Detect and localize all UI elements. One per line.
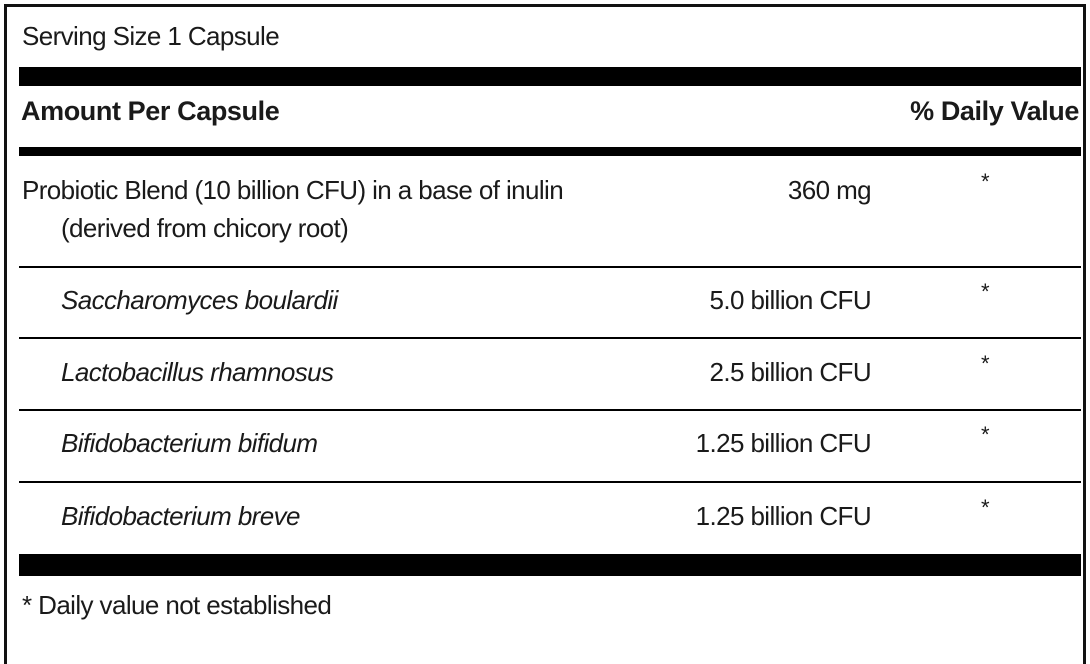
ingredient-amount: 2.5 billion CFU [709, 357, 871, 387]
ingredient-name: Saccharomyces boulardii [61, 285, 338, 315]
ingredient-name-line1: Probiotic Blend (10 billion CFU) in a ba… [22, 175, 564, 205]
ingredient-name-line2: (derived from chicory root) [61, 213, 349, 243]
ingredient-name: Bifidobacterium bifidum [61, 428, 318, 458]
row-divider [19, 481, 1081, 483]
ingredient-name: Bifidobacterium breve [61, 501, 300, 531]
ingredient-amount: 360 mg [787, 175, 872, 205]
footnote: * Daily value not established [22, 590, 332, 620]
ingredient-daily-value: * [981, 279, 990, 304]
daily-value-header: % Daily Value [910, 96, 1079, 126]
supplement-facts-panel: Serving Size 1 Capsule Amount Per Capsul… [4, 4, 1086, 664]
ingredient-amount: 1.25 billion CFU [695, 501, 872, 531]
ingredient-amount: 5.0 billion CFU [709, 285, 871, 315]
thick-divider-top [19, 67, 1081, 86]
row-divider [19, 266, 1081, 268]
ingredient-amount: 1.25 billion CFU [695, 428, 872, 458]
ingredient-name: Lactobacillus rhamnosus [61, 357, 334, 387]
ingredient-name: Probiotic Blend (10 billion CFU) in a ba… [22, 171, 642, 247]
ingredient-daily-value: * [981, 351, 990, 376]
serving-size: Serving Size 1 Capsule [22, 21, 280, 51]
header-divider [19, 147, 1081, 156]
row-divider [19, 409, 1081, 411]
row-divider [19, 337, 1081, 339]
ingredient-daily-value: * [981, 495, 990, 520]
ingredient-daily-value: * [981, 169, 990, 194]
ingredient-daily-value: * [981, 422, 990, 447]
amount-per-capsule-header: Amount Per Capsule [21, 96, 280, 126]
thick-divider-bottom [19, 554, 1081, 576]
